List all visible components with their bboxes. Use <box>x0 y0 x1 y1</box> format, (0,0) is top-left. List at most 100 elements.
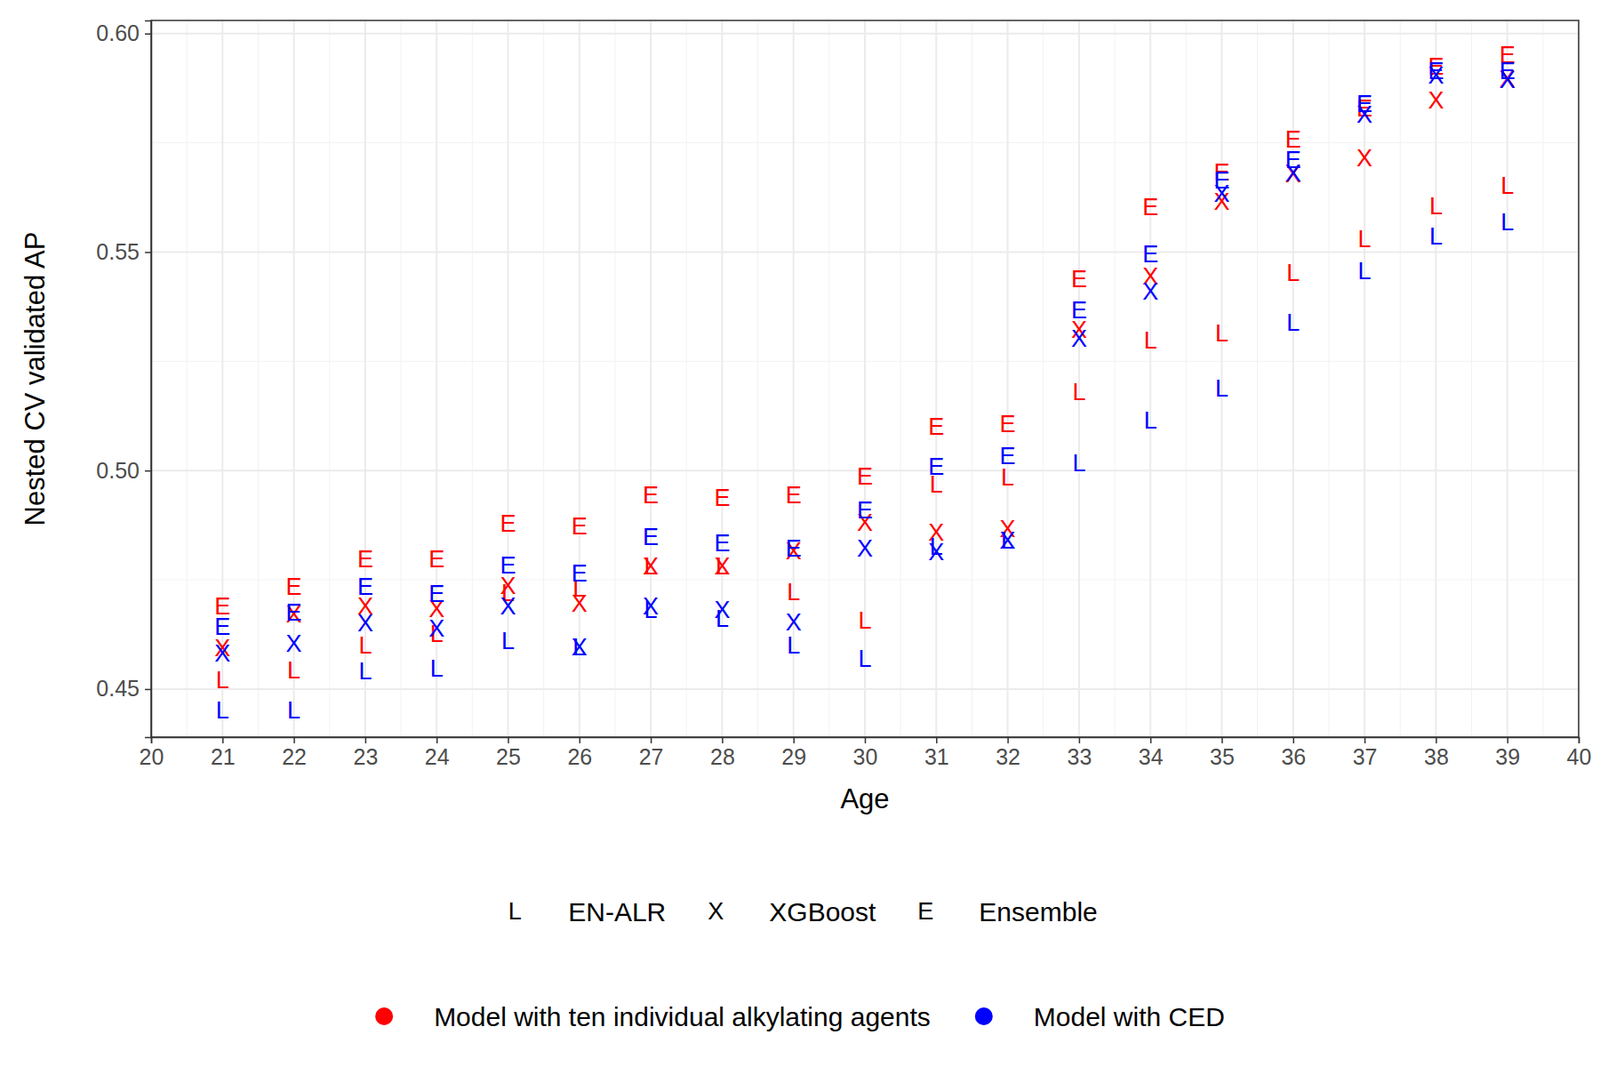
point: E <box>1000 410 1016 438</box>
minor-grid-line <box>1185 20 1187 737</box>
point: L <box>1215 375 1229 402</box>
tick-mark <box>144 470 152 472</box>
tick-mark <box>579 736 582 744</box>
minor-grid-line <box>828 20 830 737</box>
point: E <box>1213 167 1230 194</box>
point: L <box>501 627 515 655</box>
tick-label: 0.55 <box>96 239 140 264</box>
tick-label: 39 <box>1495 744 1520 769</box>
point: E <box>928 453 944 480</box>
point: E <box>642 481 659 509</box>
tick: 38 <box>1424 736 1449 769</box>
point: L <box>857 645 872 672</box>
point: L <box>1429 192 1443 220</box>
tick-label: 0.60 <box>96 20 140 46</box>
minor-grid-line <box>328 20 330 737</box>
legend-label: Model with ten individual alkylating age… <box>433 1001 931 1032</box>
legend-symbol: L <box>508 897 522 925</box>
tick-label: 34 <box>1138 744 1164 769</box>
tick: 33 <box>1066 736 1092 769</box>
tick: 23 <box>352 736 378 769</box>
point: E <box>785 535 802 562</box>
point: L <box>287 656 301 684</box>
point: L <box>216 696 230 724</box>
tick: 26 <box>567 736 592 769</box>
legend-label: EN-ALR <box>568 896 666 927</box>
minor-grid-line <box>686 20 688 737</box>
point: L <box>1215 320 1229 347</box>
point: L <box>1286 259 1300 287</box>
point: X <box>642 592 659 620</box>
minor-grid-line <box>1542 20 1544 737</box>
grid-line <box>1149 20 1152 737</box>
tick-label: 32 <box>995 744 1021 769</box>
minor-grid-line <box>257 20 259 737</box>
tick: 29 <box>781 736 807 769</box>
point: X <box>928 538 944 566</box>
y-axis: 0.450.500.550.60 <box>96 20 152 737</box>
point: E <box>785 481 802 509</box>
tick: 30 <box>853 736 879 769</box>
minor-grid-line <box>543 20 544 737</box>
point: X <box>713 596 730 624</box>
point: L <box>1072 378 1086 406</box>
point: L <box>786 578 800 606</box>
tick: 25 <box>496 736 521 769</box>
point: E <box>713 529 730 557</box>
tick: 22 <box>281 736 307 769</box>
point: E <box>1000 442 1016 470</box>
point: L <box>1500 208 1514 236</box>
minor-grid-line <box>186 20 188 737</box>
points: LLLLLLLLLLLLLLLLLLLXXXXXXXXXXXXXXXXXXXEE… <box>214 41 1515 724</box>
tick: 24 <box>424 736 450 769</box>
point: X <box>499 592 516 620</box>
point: E <box>928 413 944 440</box>
tick-mark <box>1293 736 1296 744</box>
tick-mark <box>144 688 152 691</box>
minor-grid-line <box>1042 20 1044 737</box>
tick-label: 26 <box>567 744 592 769</box>
minor-grid-line <box>900 20 902 737</box>
point: E <box>286 573 303 600</box>
point: X <box>713 552 730 580</box>
tick-label: 36 <box>1280 744 1306 769</box>
point: X <box>642 552 659 580</box>
plot-background <box>151 20 1579 737</box>
legend-label: Ensemble <box>978 896 1097 927</box>
point: L <box>857 607 872 634</box>
tick-mark <box>721 736 724 744</box>
grid-line <box>649 20 652 737</box>
minor-grid-line <box>472 20 473 737</box>
point: X <box>856 535 873 562</box>
point: L <box>430 655 444 682</box>
tick-mark <box>1221 736 1224 744</box>
tick: 32 <box>995 736 1021 769</box>
point: E <box>856 496 873 524</box>
point: E <box>642 523 659 551</box>
minor-grid-line <box>400 20 402 737</box>
grid <box>151 20 1579 737</box>
marker-legend: LEN-ALRXXGBoostEEnsemble <box>508 896 1098 927</box>
point: E <box>713 484 730 512</box>
tick-label: 30 <box>853 744 879 769</box>
point: L <box>1144 407 1158 434</box>
legend-label: Model with CED <box>1033 1001 1225 1032</box>
minor-grid-line <box>1256 20 1258 737</box>
grid-line <box>151 688 1579 690</box>
tick-label: 38 <box>1424 744 1449 769</box>
tick: 0.50 <box>96 457 152 483</box>
point: X <box>1356 144 1373 172</box>
tick-mark <box>144 251 152 254</box>
legend-label: XGBoost <box>768 896 877 927</box>
point: E <box>428 545 445 573</box>
point: L <box>216 666 230 694</box>
tick-label: 22 <box>281 744 307 769</box>
chart: LLLLLLLLLLLLLLLLLLLXXXXXXXXXXXXXXXXXXXEE… <box>0 0 1600 1067</box>
grid-line <box>1506 20 1509 737</box>
legend-symbol: X <box>707 897 724 925</box>
tick-mark <box>1150 736 1152 744</box>
tick-mark <box>792 736 795 744</box>
point: X <box>1071 325 1088 352</box>
tick-label: 35 <box>1209 744 1235 769</box>
minor-grid-line <box>1328 20 1329 737</box>
